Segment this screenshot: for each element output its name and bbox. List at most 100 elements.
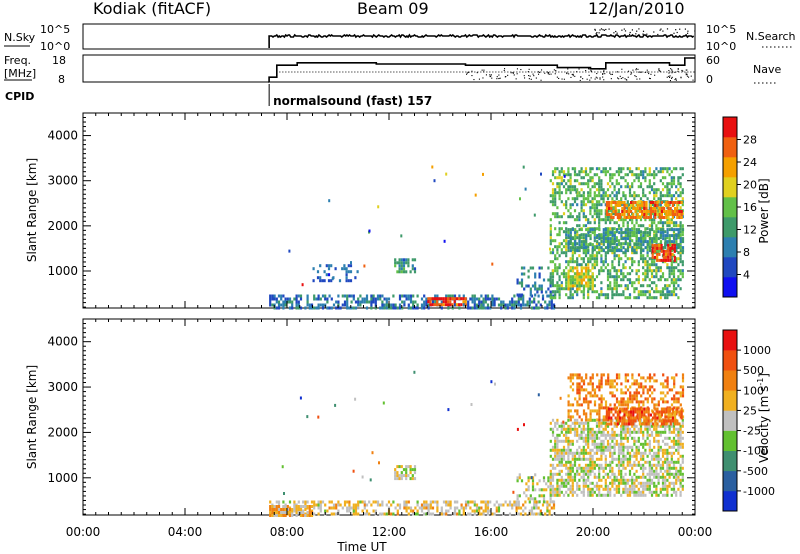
heatmap-cell bbox=[628, 185, 632, 189]
heatmap-cell bbox=[436, 300, 439, 304]
heatmap-cell bbox=[565, 284, 568, 288]
heatmap-cell bbox=[657, 463, 660, 467]
freq-tick-low: 8 bbox=[58, 73, 65, 86]
heatmap-cell bbox=[385, 297, 388, 301]
heatmap-cell bbox=[631, 373, 634, 377]
heatmap-cell bbox=[573, 185, 577, 189]
heatmap-cell bbox=[600, 293, 603, 297]
heatmap-cell bbox=[513, 300, 516, 304]
heatmap-speck bbox=[334, 403, 337, 407]
heatmap-cell bbox=[600, 430, 603, 434]
heatmap-cell bbox=[589, 412, 592, 416]
heatmap-cell bbox=[627, 207, 630, 210]
heatmap-cell bbox=[595, 430, 599, 434]
heatmap-cell bbox=[602, 448, 605, 452]
heatmap-cell bbox=[582, 272, 586, 276]
heatmap-cell bbox=[626, 278, 629, 282]
heatmap-cell bbox=[652, 201, 655, 204]
nave-point bbox=[675, 78, 677, 80]
heatmap-cell bbox=[666, 454, 669, 458]
heatmap-cell bbox=[637, 391, 641, 395]
heatmap-cell bbox=[626, 406, 630, 410]
heatmap-speck bbox=[549, 247, 551, 251]
heatmap-cell bbox=[319, 279, 322, 283]
heatmap-cell bbox=[587, 231, 590, 235]
heatmap-cell bbox=[269, 297, 272, 301]
heatmap-cell bbox=[602, 228, 605, 232]
heatmap-cell bbox=[613, 293, 616, 297]
heatmap-cell bbox=[578, 436, 581, 440]
heatmap-cell bbox=[608, 413, 611, 417]
heatmap-cell bbox=[666, 466, 669, 470]
heatmap-cell bbox=[677, 257, 680, 261]
heatmap-cell bbox=[565, 272, 568, 276]
heatmap-cell bbox=[582, 439, 585, 443]
heatmap-cell bbox=[584, 463, 588, 467]
heatmap-cell bbox=[620, 478, 623, 482]
heatmap-cell bbox=[589, 200, 592, 204]
heatmap-cell bbox=[653, 472, 656, 476]
heatmap-cell bbox=[280, 294, 283, 298]
heatmap-cell bbox=[587, 406, 590, 410]
heatmap-cell bbox=[606, 442, 610, 446]
heatmap-cell bbox=[604, 466, 607, 470]
heatmap-cell bbox=[635, 234, 638, 238]
heatmap-cell bbox=[582, 251, 585, 255]
heatmap-cell bbox=[606, 275, 610, 279]
heatmap-cell bbox=[624, 433, 627, 437]
heatmap-cell bbox=[558, 194, 561, 198]
heatmap-cell bbox=[551, 433, 555, 437]
heatmap-cell bbox=[390, 512, 393, 516]
heatmap-cell bbox=[549, 448, 552, 452]
heatmap-cell bbox=[636, 207, 639, 210]
heatmap-cell bbox=[672, 176, 676, 180]
heatmap-cell bbox=[661, 182, 665, 186]
heatmap-cell bbox=[565, 245, 568, 249]
heatmap-cell bbox=[587, 179, 590, 183]
heatmap-cell bbox=[657, 442, 660, 446]
heatmap-cell bbox=[604, 487, 607, 491]
heatmap-cell bbox=[332, 303, 336, 307]
heatmap-cell bbox=[327, 264, 331, 268]
heatmap-cell bbox=[632, 407, 635, 411]
heatmap-cell bbox=[609, 167, 612, 171]
heatmap-cell bbox=[610, 422, 613, 426]
heatmap-cell bbox=[460, 503, 463, 507]
heatmap-cell bbox=[402, 270, 406, 274]
heatmap-cell bbox=[534, 500, 537, 504]
heatmap-cell bbox=[645, 201, 648, 204]
heatmap-cell bbox=[630, 413, 633, 417]
heatmap-cell bbox=[642, 249, 645, 253]
heatmap-cell bbox=[681, 209, 684, 213]
heatmap-cell bbox=[534, 272, 537, 276]
heatmap-cell bbox=[394, 261, 397, 265]
heatmap-cell bbox=[560, 430, 563, 434]
heatmap-cell bbox=[396, 477, 399, 481]
heatmap-cell bbox=[628, 278, 632, 282]
heatmap-cell bbox=[425, 506, 428, 510]
heatmap-cell bbox=[359, 303, 362, 307]
heatmap-cell bbox=[622, 176, 625, 180]
heatmap-cell bbox=[323, 270, 326, 274]
heatmap-cell bbox=[569, 173, 572, 177]
heatmap-cell bbox=[403, 500, 406, 504]
heatmap-cell bbox=[605, 422, 608, 426]
heatmap-cell bbox=[591, 439, 594, 443]
heatmap-cell bbox=[604, 191, 607, 195]
heatmap-cell bbox=[672, 451, 676, 455]
heatmap-cell bbox=[646, 245, 649, 249]
heatmap-cell bbox=[604, 481, 607, 485]
heatmap-cell bbox=[595, 451, 599, 455]
heatmap-cell bbox=[576, 194, 579, 198]
heatmap-cell bbox=[626, 400, 630, 404]
heatmap-cell bbox=[606, 182, 610, 186]
heatmap-cell bbox=[631, 234, 634, 238]
heatmap-cell bbox=[578, 385, 581, 389]
heatmap-cell bbox=[644, 424, 647, 428]
heatmap-cell bbox=[345, 276, 348, 280]
heatmap-cell bbox=[644, 460, 647, 464]
heatmap-cell bbox=[580, 418, 583, 422]
heatmap-cell bbox=[595, 194, 599, 198]
heatmap-cell bbox=[615, 478, 618, 482]
